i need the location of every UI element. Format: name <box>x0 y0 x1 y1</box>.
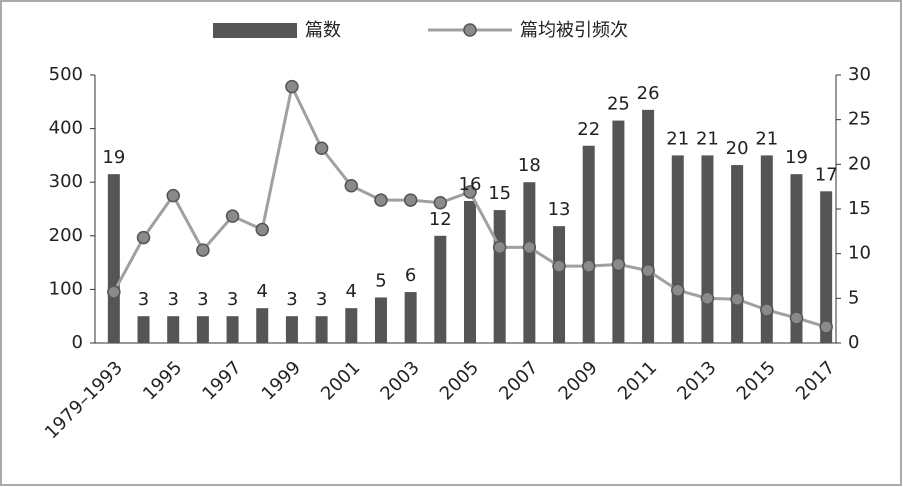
bar <box>404 292 417 343</box>
bar <box>790 174 803 343</box>
data-label: 4 <box>346 281 357 302</box>
bar <box>671 155 684 343</box>
data-label: 17 <box>815 164 838 185</box>
y-tick-label: 100 <box>49 278 83 299</box>
data-label: 3 <box>197 289 208 310</box>
line-marker <box>730 292 744 306</box>
line-marker <box>107 285 121 299</box>
line-marker <box>166 188 180 203</box>
bar <box>256 308 269 343</box>
bar <box>582 145 595 343</box>
data-label: 4 <box>257 281 268 302</box>
line-marker <box>225 209 240 223</box>
y2-tick-label: 0 <box>848 332 859 353</box>
y2-tick-label: 30 <box>848 64 871 85</box>
bar <box>731 165 744 343</box>
line-marker <box>314 141 329 156</box>
data-label: 6 <box>405 265 416 286</box>
data-label: 3 <box>167 289 178 310</box>
data-label: 3 <box>316 289 327 310</box>
y-tick-label: 200 <box>49 225 83 246</box>
bar <box>226 316 239 343</box>
y2-tick-label: 15 <box>848 198 871 219</box>
data-label: 19 <box>102 147 125 168</box>
bar <box>196 316 209 343</box>
data-label: 21 <box>755 128 778 149</box>
y2-tick-label: 10 <box>848 243 871 264</box>
bar <box>285 316 298 343</box>
bar <box>493 210 506 343</box>
data-label: 21 <box>666 128 689 149</box>
line-marker <box>522 240 537 255</box>
line-marker <box>492 240 507 255</box>
data-label: 13 <box>548 199 571 220</box>
y2-tick-label: 25 <box>848 109 871 130</box>
line-marker <box>760 303 774 317</box>
data-label: 3 <box>286 289 297 310</box>
bar <box>137 316 150 343</box>
bar <box>167 316 180 343</box>
data-label: 25 <box>607 94 630 115</box>
line-marker <box>255 222 269 237</box>
data-label: 3 <box>227 289 238 310</box>
bar <box>760 155 773 343</box>
line-marker <box>344 179 359 193</box>
data-label: 21 <box>696 128 719 149</box>
line-marker <box>285 79 299 94</box>
y2-tick-label: 20 <box>848 153 871 174</box>
bar <box>642 109 655 343</box>
line-marker <box>196 243 210 257</box>
line-marker <box>552 259 566 273</box>
line-marker <box>611 257 626 272</box>
line-marker <box>581 259 596 273</box>
bar <box>374 297 387 343</box>
data-label: 19 <box>785 147 808 168</box>
bar <box>107 174 120 343</box>
y-tick-label: 400 <box>49 118 83 139</box>
line-marker <box>374 193 388 207</box>
y-tick-label: 300 <box>49 171 83 192</box>
data-label: 20 <box>726 138 749 159</box>
line-marker <box>700 291 715 306</box>
data-label: 3 <box>138 289 149 310</box>
data-label: 16 <box>459 174 482 195</box>
bar <box>553 226 566 343</box>
line-marker <box>641 263 655 278</box>
bar <box>464 200 476 343</box>
data-label: 12 <box>429 209 452 230</box>
legend-marker <box>463 23 477 37</box>
y-tick-label: 500 <box>49 64 83 85</box>
line-marker <box>789 311 804 325</box>
line-marker <box>433 195 448 210</box>
bar <box>701 155 714 343</box>
line-marker <box>403 193 418 207</box>
y2-tick-label: 5 <box>848 287 859 308</box>
line-marker <box>819 320 833 334</box>
data-label: 18 <box>518 155 541 176</box>
data-label: 15 <box>488 183 511 204</box>
bar <box>820 191 833 343</box>
legend-label: 篇数 <box>305 20 341 41</box>
bar <box>315 316 328 343</box>
line-marker <box>136 230 151 245</box>
bar <box>345 308 358 343</box>
legend-swatch <box>213 23 297 38</box>
data-label: 26 <box>637 83 660 104</box>
bar <box>612 120 625 343</box>
data-label: 5 <box>375 270 386 291</box>
line-marker <box>463 185 477 199</box>
line-marker <box>671 283 685 298</box>
bar <box>434 235 447 343</box>
bar <box>523 182 536 343</box>
data-label: 22 <box>577 119 600 140</box>
legend-label: 篇均被引频次 <box>520 20 628 41</box>
y-tick-label: 0 <box>72 332 83 353</box>
